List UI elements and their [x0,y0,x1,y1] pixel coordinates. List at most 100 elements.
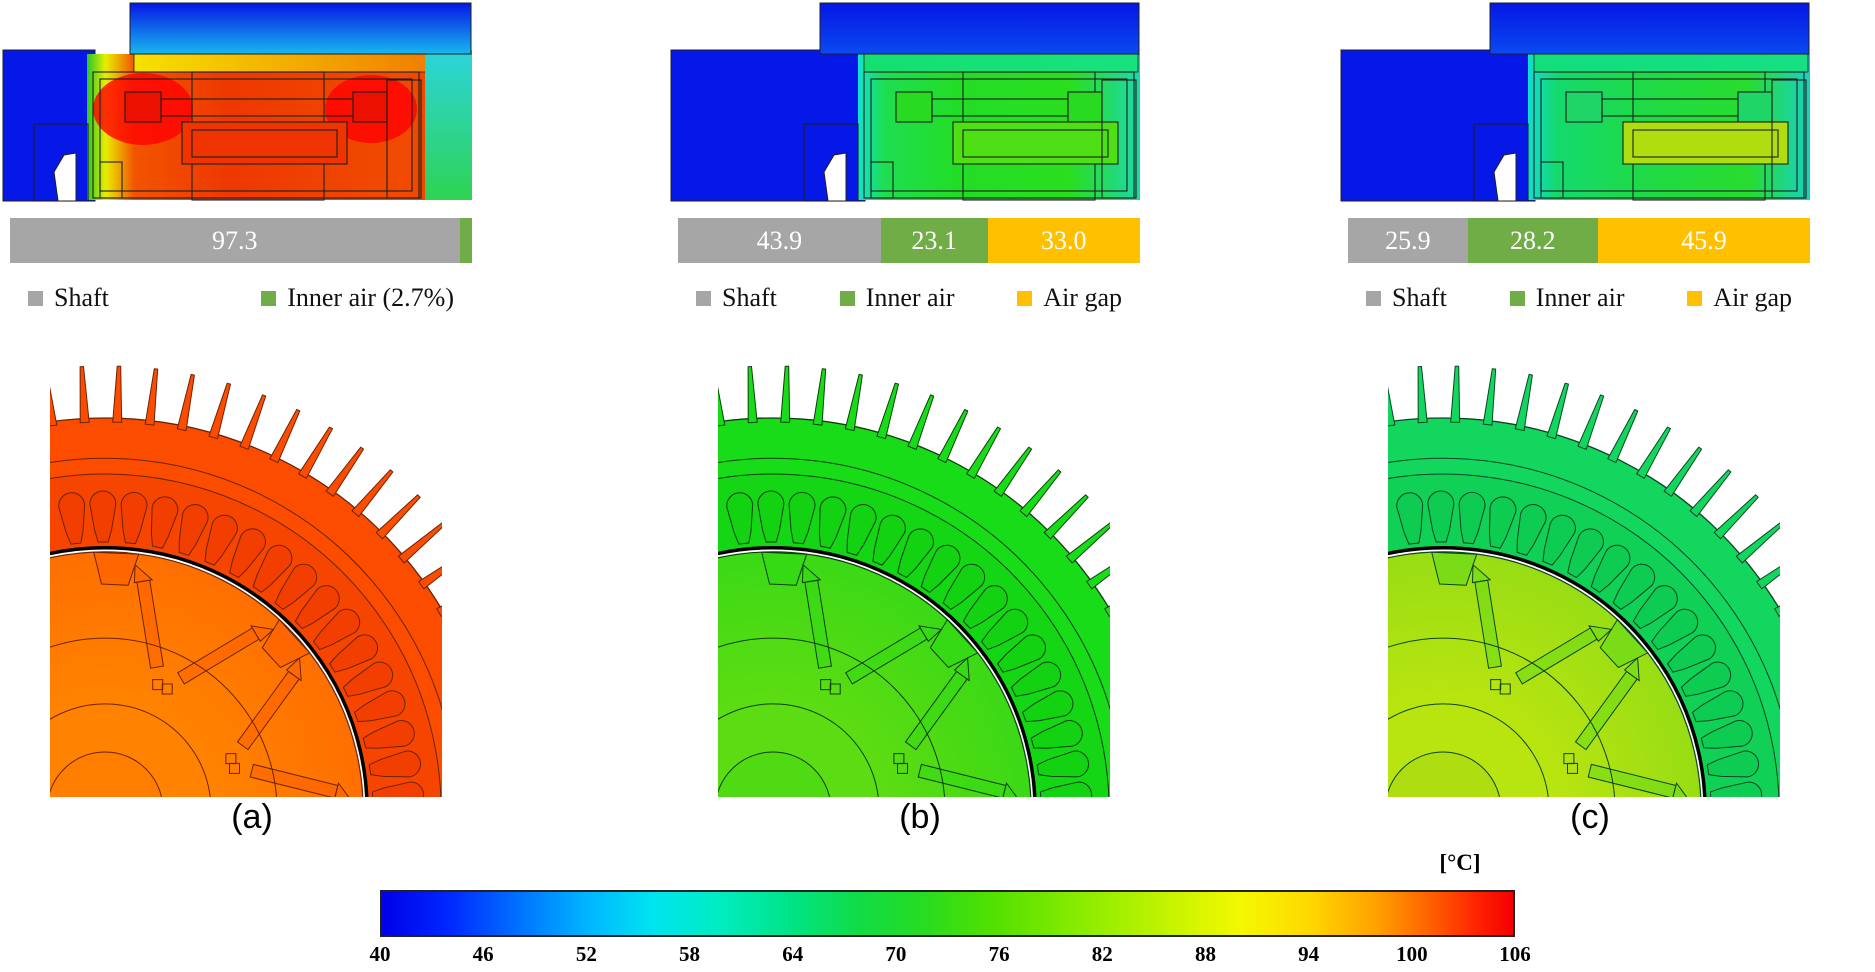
cavity-notch [1493,152,1517,202]
cooling-fin [1450,365,1461,423]
stator-slot [757,490,785,543]
cooling-fin [718,386,726,427]
rotor-surface-pocket [261,618,311,669]
stator-slot [1036,750,1089,778]
stator-slot [726,492,754,545]
stator-slot [942,563,986,611]
stator-slot [1542,514,1576,566]
cooling-fin [1577,394,1605,450]
bar-legend: Shaft Inner air Air gap [678,283,1140,313]
cooling-fin [1417,366,1428,424]
cooling-fin [1774,605,1780,617]
structure-outline [1067,91,1103,123]
flux-barrier-tip [918,625,943,643]
flux-barrier-tip [801,563,822,584]
legend-swatch-icon [839,290,855,306]
structure-outline [99,78,413,192]
bar-segment-shaft: 25.9 [1348,218,1468,263]
structure-outline [124,91,162,123]
bar-segment-value: 28.2 [1510,225,1556,255]
cooling-fin [375,494,421,540]
magnet-notch [229,762,240,774]
structure-outline [99,161,123,199]
cavity-notch [53,152,77,202]
cooling-fin [993,446,1033,497]
stator-slot [294,585,340,630]
cooling-fin [1636,426,1671,479]
structure-outline [352,91,388,123]
stator-slot [89,490,117,543]
cooling-fin [1482,368,1497,426]
rotor-surface-pocket [93,551,140,586]
cooling-fin [812,368,827,426]
cooling-fin [1388,386,1396,427]
legend-label: Shaft [54,283,109,312]
loss-share-stacked-bar: 97.3 [10,218,472,263]
bar-segment-inner-air: 28.2 [1467,218,1598,263]
stator-slot [120,491,148,545]
legend-label: Inner air (2.7%) [287,283,454,312]
stator-slot [872,514,906,566]
cavity-notch [823,152,847,202]
stator-slot [897,528,934,579]
cool-air-field [425,50,472,200]
colorbar-tick: 88 [1194,942,1216,966]
cooling-fin [1713,494,1759,540]
cooling-fin [112,365,123,423]
cooling-fin [1663,446,1703,497]
housing-inner-line [50,457,442,711]
legend-item: Air gap [1687,283,1792,313]
flux-barrier-tip [285,656,302,682]
stator-slot [1488,496,1517,549]
bar-segment-shaft: 97.3 [10,218,460,263]
legend-swatch-icon [696,290,711,306]
stator-slot [1650,608,1699,651]
shaft-step-arc [1388,637,1615,797]
cooling-fin [937,409,969,464]
structure-outline [1632,129,1779,158]
rotor-disc [50,551,364,797]
legend-label: Air gap [1043,283,1122,312]
magnet-notch [820,679,832,691]
flux-barrier-tip [250,625,275,643]
structure-outline [895,91,933,123]
cooling-fin [907,394,935,450]
stator-slot [368,750,421,778]
stator-slot [1458,491,1486,545]
bar-segment-air-gap: 33.0 [987,218,1140,263]
stator-slot [1706,750,1759,778]
stator-slot [1039,781,1093,797]
cooling-fin [1043,494,1089,540]
cooling-fin [50,386,58,427]
colorbar-tick: 64 [782,942,804,966]
legend-swatch-icon [1509,290,1525,306]
stator-slot [371,781,425,797]
stator-slot [1567,528,1604,579]
bar-segment-inner-air: 23.1 [880,218,988,263]
panel-a: 97.3 Shaft Inner air (2.7%) (a) [2,0,502,860]
cooling-fin [876,382,899,440]
shaft-bore [1388,751,1501,797]
structure-outline [1565,91,1603,123]
shaft-bore [50,751,163,797]
magnet-notch [1567,762,1578,774]
bar-segment-value: 25.9 [1385,225,1431,255]
cooling-fin [397,522,442,564]
legend-item: Inner air [839,283,954,313]
bar-segment-inner-air [459,218,472,263]
legend-swatch-icon [1687,290,1703,306]
cooling-fin [325,446,365,497]
shaft-step-arc [50,637,277,797]
flux-barrier-tip [133,563,154,584]
rotor-surface-pocket [929,618,979,669]
cooling-fin [144,368,159,426]
stator-slot [788,491,816,545]
cooling-fin [176,373,195,432]
rotor-surface-pocket [761,551,808,586]
cooling-fin [966,426,1001,479]
radial-thermal-contour [718,365,1110,797]
stator-slot [818,496,847,549]
structure-outline [1540,78,1798,192]
legend-item: Air gap [1017,283,1122,313]
panel-c: 25.9 28.2 45.9 Shaft Inner air Air gap (c) [1340,0,1840,860]
